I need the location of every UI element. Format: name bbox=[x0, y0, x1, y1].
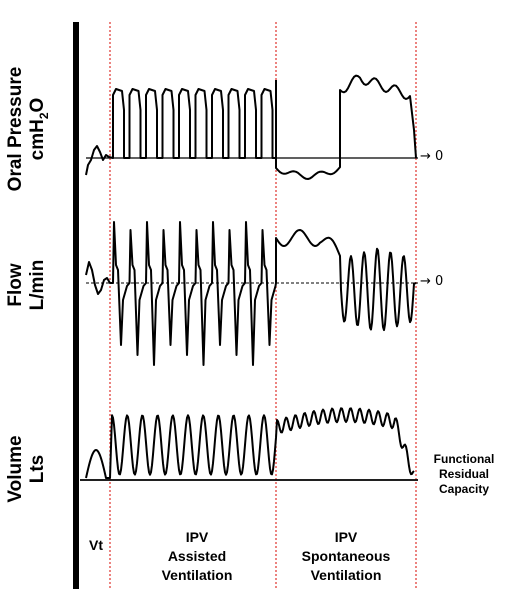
phase-label-ipv-assisted: IPV Assisted Ventilation bbox=[161, 529, 233, 583]
flow-zero-marker: → 0 bbox=[420, 274, 444, 289]
frc-label: Functional Residual Capacity bbox=[433, 452, 495, 496]
volume-label: Volume Lts bbox=[5, 435, 48, 503]
oral-pressure-trace bbox=[85, 74, 417, 180]
volume-trace bbox=[85, 407, 415, 479]
pressure-zero-marker: → 0 bbox=[420, 149, 444, 164]
vertical-axis-bar bbox=[73, 22, 79, 589]
phase-label-ipv-spontaneous: IPV Spontaneous Ventilation bbox=[301, 529, 391, 583]
phase-label-vt: Vt bbox=[89, 537, 103, 553]
flow-trace bbox=[85, 221, 417, 366]
oral-pressure-label: Oral Pressure cmH2O bbox=[5, 66, 51, 192]
flow-label: Flow L/min bbox=[5, 259, 48, 311]
